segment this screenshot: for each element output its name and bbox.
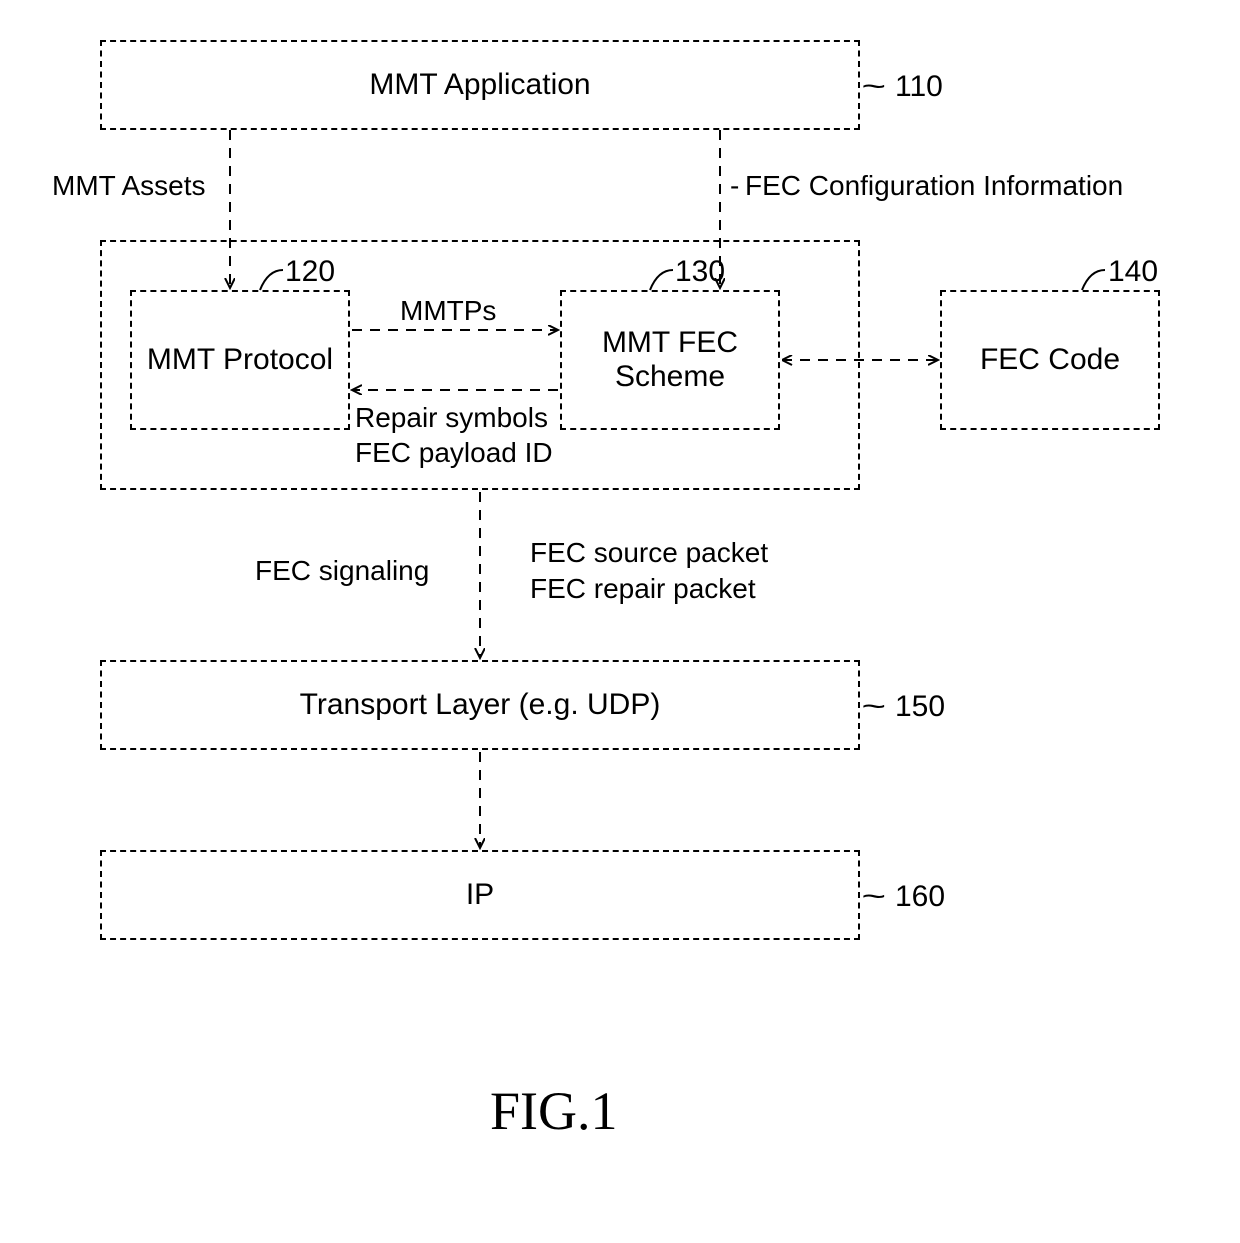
box-label: MMT Application — [369, 68, 590, 102]
ref-120: 120 — [285, 255, 335, 289]
ref-130: 130 — [675, 255, 725, 289]
box-ip: IP — [100, 850, 860, 940]
box-transport-layer: Transport Layer (e.g. UDP) — [100, 660, 860, 750]
label-repair: Repair symbols FEC payload ID — [355, 400, 553, 470]
label-mmtps: MMTPs — [400, 295, 496, 327]
ref-tilde: ~ — [861, 690, 886, 724]
box-label: MMT Protocol — [147, 343, 333, 377]
ref-150: 150 — [895, 690, 945, 724]
ref-tilde: ~ — [861, 880, 886, 914]
figure-label: FIG.1 — [490, 1080, 618, 1142]
box-label: Transport Layer (e.g. UDP) — [300, 688, 661, 722]
diagram-canvas: MMT Application ~ 110 MMT Protocol 120 M… — [0, 0, 1240, 1243]
box-label: FEC Code — [980, 343, 1120, 377]
box-label: MMT FEC Scheme — [562, 326, 778, 395]
label-src-repair: FEC source packet FEC repair packet — [530, 535, 768, 608]
ref-tilde: ~ — [861, 70, 886, 104]
box-mmt-protocol: MMT Protocol — [130, 290, 350, 430]
box-mmt-application: MMT Application — [100, 40, 860, 130]
ref-140: 140 — [1108, 255, 1158, 289]
box-label: IP — [466, 878, 494, 912]
box-fec-code: FEC Code — [940, 290, 1160, 430]
ref-110: 110 — [895, 70, 943, 104]
label-signaling: FEC signaling — [255, 555, 429, 587]
ref-160: 160 — [895, 880, 945, 914]
label-fec-config: FEC Configuration Information — [745, 170, 1123, 202]
label-mmt-assets: MMT Assets — [52, 170, 206, 202]
label-fec-config-dash: - — [730, 170, 739, 202]
box-mmt-fec-scheme: MMT FEC Scheme — [560, 290, 780, 430]
